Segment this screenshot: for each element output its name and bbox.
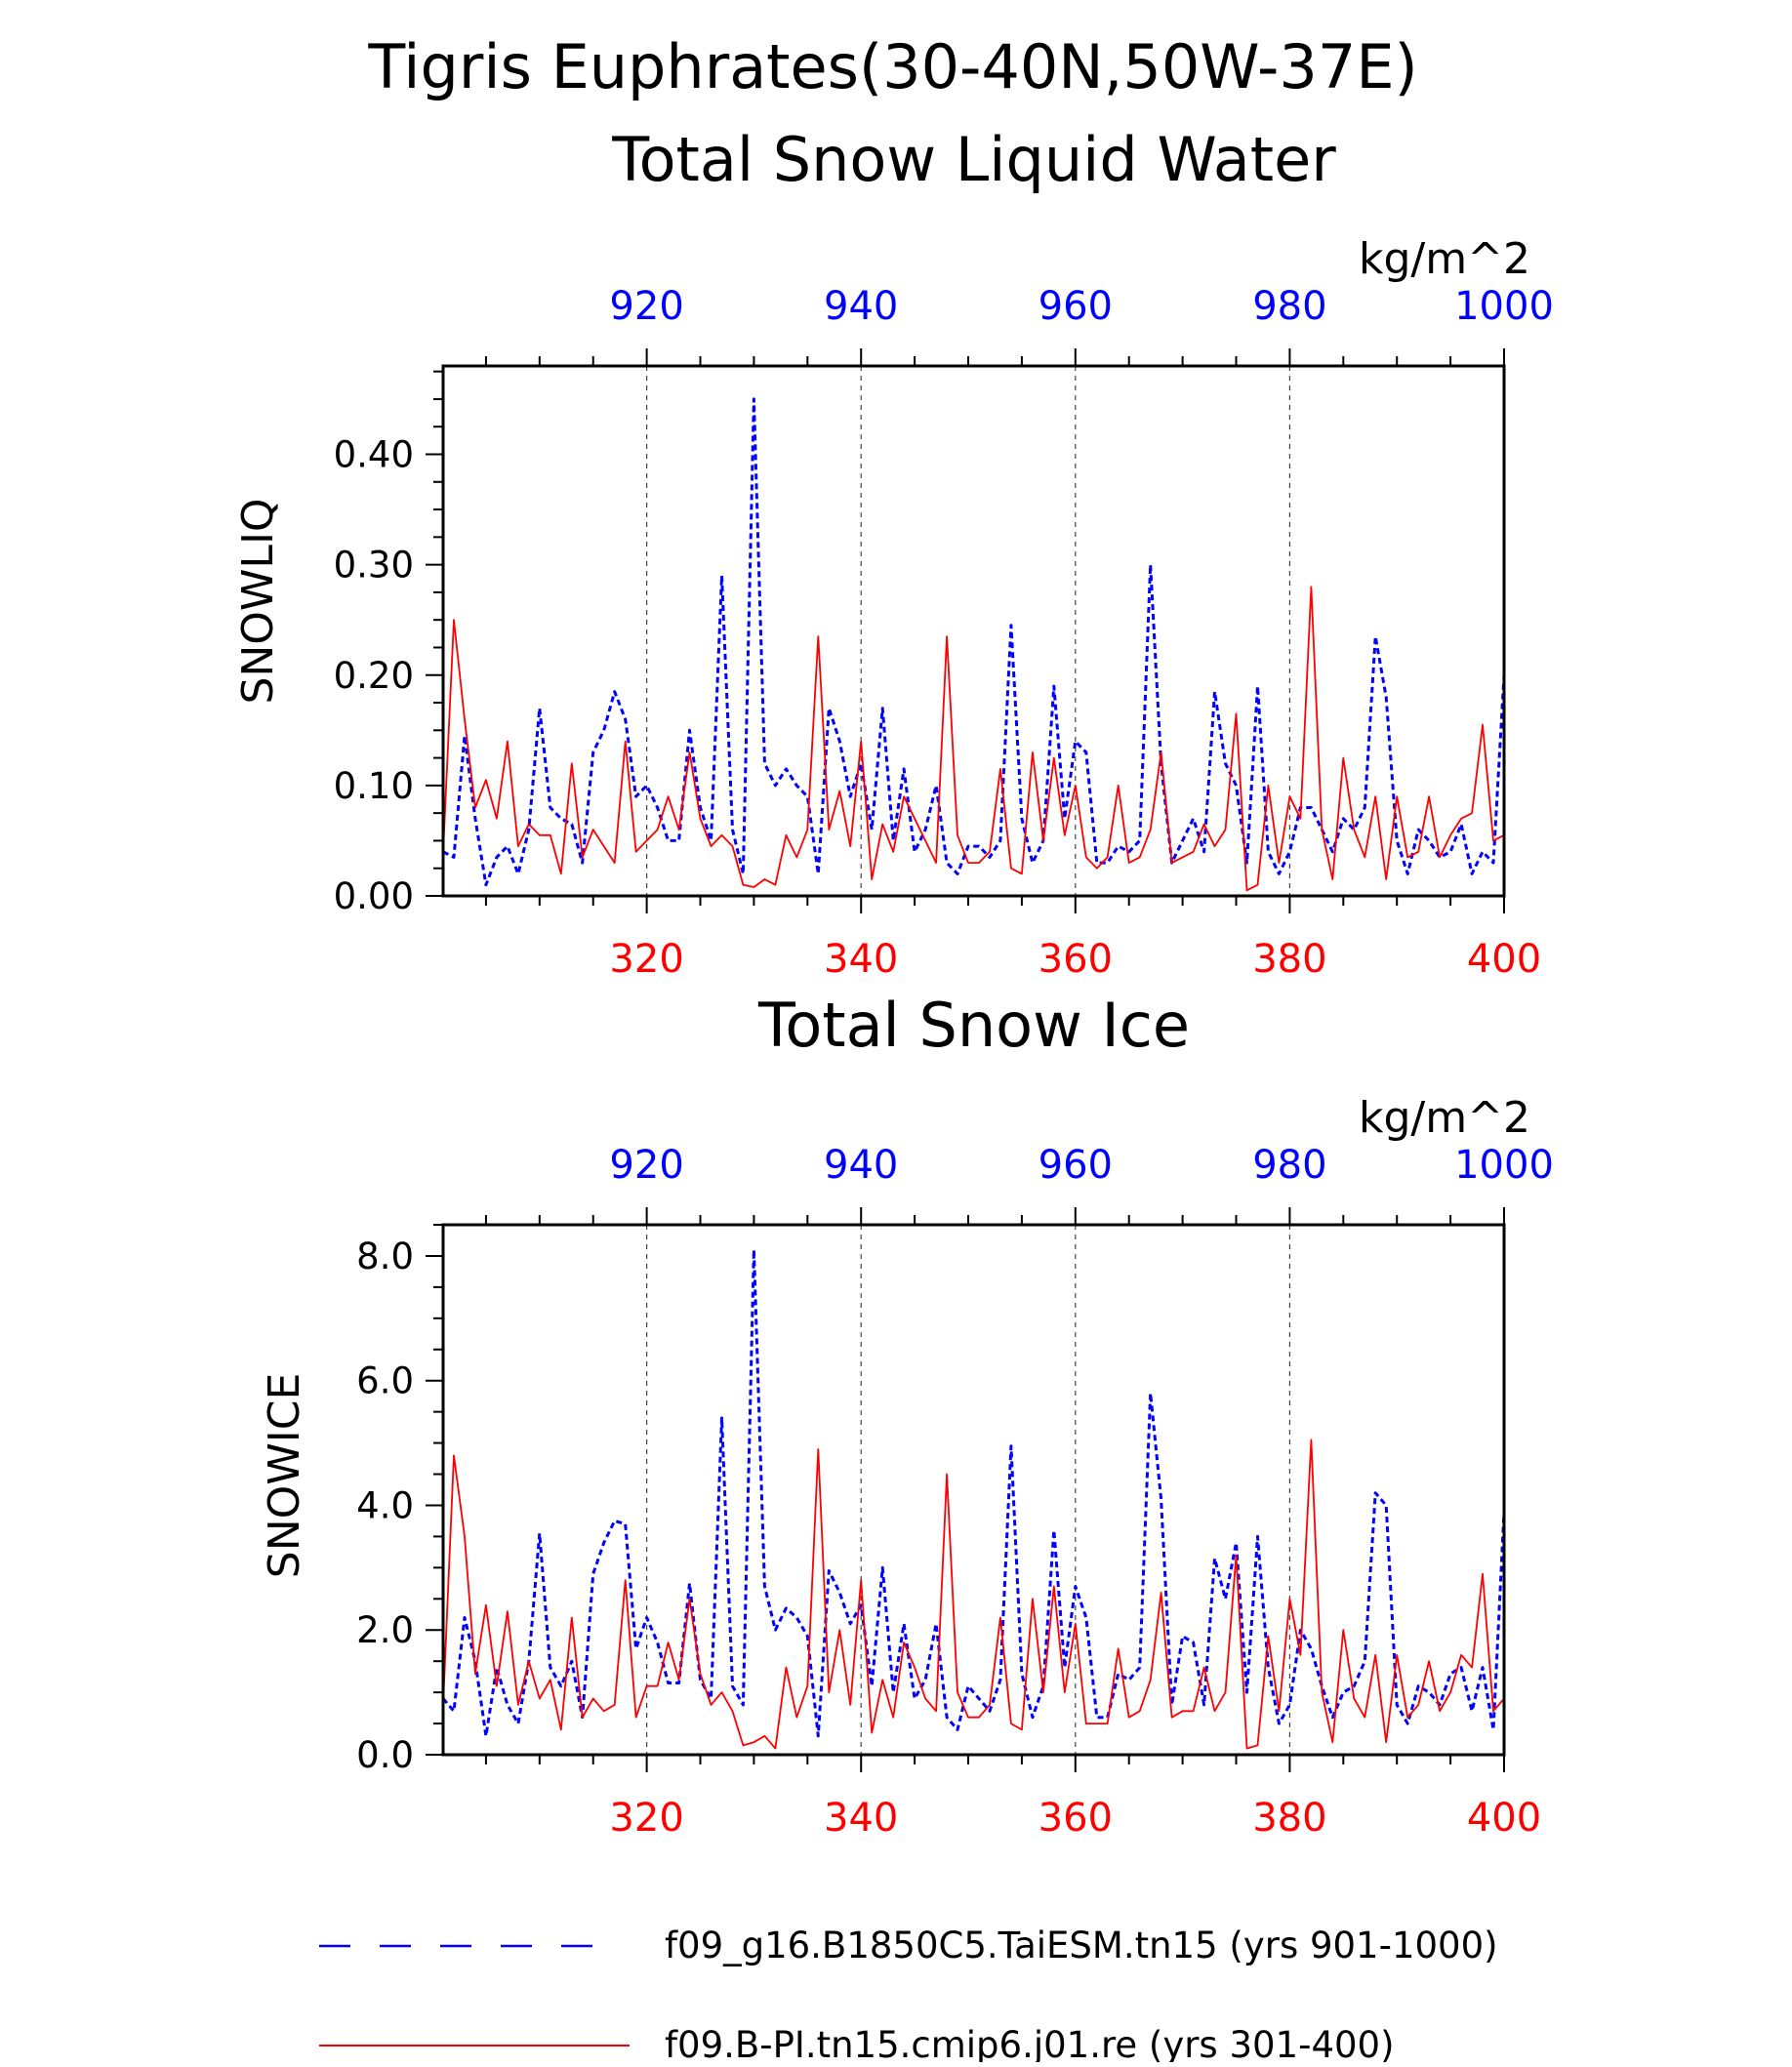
y-tick-label: 0.00 [334, 875, 414, 917]
panel-snowliq: Total Snow Liquid Water kg/m^2 SNOWLIQ 0… [233, 124, 1554, 982]
x-tick-label-bottom: 340 [824, 937, 898, 982]
x-tick-label-top: 940 [824, 284, 898, 329]
x-tick-label-top: 920 [609, 284, 683, 329]
panel-snowice: Total Snow Ice kg/m^2 SNOWICE 0.0 2.0 4.0 6… [260, 990, 1554, 1841]
x-tick-label-top: 1000 [1454, 1143, 1554, 1188]
series-line-cmip6-snowice [442, 1439, 1505, 1750]
y-tick-label: 0.10 [334, 765, 414, 807]
series-line-taiesm-snowice [441, 1248, 1506, 1738]
figure-title: Tigris Euphrates(30-40N,50W-37E) [367, 31, 1417, 102]
x-tick-label-top: 920 [609, 1143, 683, 1188]
legend: f09_g16.B1850C5.TaiESM.tn15 (yrs 901-100… [319, 1925, 1498, 2066]
y-tick-label: 0.30 [334, 545, 414, 587]
y-axis-label-snowice: SNOWICE [260, 1373, 309, 1578]
x-tick-label-bottom: 320 [609, 937, 683, 982]
y-tick-label: 2.0 [356, 1609, 414, 1651]
x-tick-label-bottom: 380 [1252, 937, 1326, 982]
y-tick-label: 0.0 [356, 1734, 414, 1776]
x-tick-label-bottom: 360 [1039, 937, 1113, 982]
y-tick-label: 0.40 [334, 434, 414, 476]
panel-title-snowliq: Total Snow Liquid Water [611, 124, 1336, 195]
series-line-taiesm-snowliq [442, 397, 1506, 887]
plot-frame-snowliq [441, 364, 1506, 898]
x-tick-label-bottom: 360 [1039, 1796, 1113, 1841]
y-axis-label-snowliq: SNOWLIQ [233, 498, 283, 704]
x-tick-label-bottom: 380 [1252, 1796, 1326, 1841]
y-tick-label: 0.20 [334, 655, 414, 697]
y-tick-label: 8.0 [356, 1236, 414, 1277]
x-tick-label-bottom: 400 [1467, 1796, 1541, 1841]
x-tick-label-top: 960 [1039, 284, 1113, 329]
units-label-snowliq: kg/m^2 [1359, 234, 1530, 284]
x-tick-label-top: 940 [824, 1143, 898, 1188]
y-tick-label: 6.0 [356, 1360, 414, 1402]
units-label-snowice: kg/m^2 [1359, 1093, 1530, 1143]
panel-title-snowice: Total Snow Ice [757, 990, 1190, 1061]
legend-label-taiesm: f09_g16.B1850C5.TaiESM.tn15 (yrs 901-100… [665, 1925, 1498, 1966]
plot-frame-snowice [441, 1223, 1506, 1757]
x-tick-label-top: 1000 [1454, 284, 1554, 329]
x-tick-label-top: 980 [1252, 1143, 1326, 1188]
x-tick-label-bottom: 320 [609, 1796, 683, 1841]
x-tick-label-top: 980 [1252, 284, 1326, 329]
x-tick-label-bottom: 340 [824, 1796, 898, 1841]
x-tick-label-top: 960 [1039, 1143, 1113, 1188]
legend-label-cmip6: f09.B-PI.tn15.cmip6.j01.re (yrs 301-400) [665, 2024, 1395, 2062]
x-tick-label-bottom: 400 [1467, 937, 1541, 982]
y-tick-label: 4.0 [356, 1484, 414, 1526]
series-line-cmip6-snowliq [442, 586, 1505, 892]
